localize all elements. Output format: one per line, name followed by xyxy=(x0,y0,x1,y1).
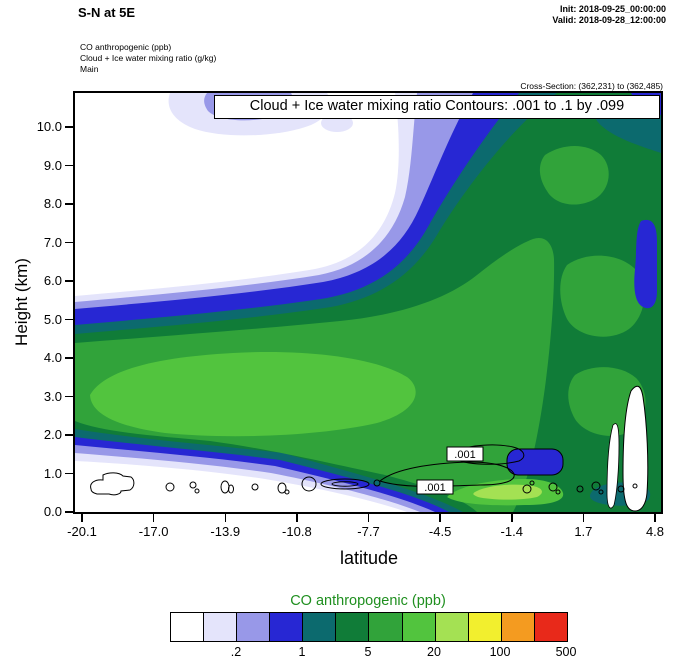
y-tick-mark xyxy=(65,318,73,321)
contour-label-2: .001 xyxy=(424,482,445,494)
colorbar-cell-9 xyxy=(435,613,469,641)
colorbar-tick-label: .2 xyxy=(230,645,242,659)
y-tick-label: 7.0 xyxy=(43,234,62,250)
x-tick-label: -1.4 xyxy=(500,524,523,539)
colorbar-tick-label: 1 xyxy=(298,645,306,659)
colorbar-cell-7 xyxy=(369,613,403,641)
field-name-co: CO anthropogenic (ppb) xyxy=(80,42,172,52)
y-tick-label: 2.0 xyxy=(43,427,62,442)
x-tick-mark xyxy=(81,514,83,522)
colorbar-tick-label: 100 xyxy=(489,645,511,659)
colorbar-cell-1 xyxy=(171,613,205,641)
colorbar xyxy=(170,612,568,642)
y-tick-label: 0.0 xyxy=(43,504,62,519)
contour-label-box-1 xyxy=(446,446,484,462)
fill-patch-blue-right-streak xyxy=(634,219,657,309)
contour-label-box-2 xyxy=(416,479,454,495)
contour-label-1: .001 xyxy=(454,449,475,461)
x-tick-label: -4.5 xyxy=(428,524,452,539)
colorbar-title: CO anthropogenic (ppb) xyxy=(290,593,446,609)
contour-info-box: Cloud + Ice water mixing ratio Contours:… xyxy=(214,95,660,119)
fill-patch-yellowgreen-bottom xyxy=(473,484,542,500)
y-tick-mark xyxy=(65,164,73,167)
x-axis-title: latitude xyxy=(339,548,399,568)
y-tick-label: 6.0 xyxy=(43,273,62,288)
x-tick-label: -10.8 xyxy=(282,524,312,539)
contour-plot: .001 .001 xyxy=(75,93,661,513)
y-tick-label: 8.0 xyxy=(43,196,62,211)
colorbar-cell-10 xyxy=(468,613,502,641)
x-tick-label: -7.7 xyxy=(357,524,380,539)
y-tick-label: 9.0 xyxy=(43,157,62,173)
colorbar-cell-4 xyxy=(270,613,304,641)
y-axis-title: Height (km) xyxy=(12,258,31,346)
init-time: Init: 2018-09-25_00:00:00 xyxy=(559,4,666,14)
y-tick-label: 10.0 xyxy=(36,119,62,134)
y-tick-mark xyxy=(65,434,73,436)
x-tick-mark xyxy=(654,514,656,522)
field-name-cloudice: Cloud + Ice water mixing ratio (g/kg) xyxy=(80,53,217,63)
x-tick-label: -20.1 xyxy=(67,524,97,539)
y-tick-mark xyxy=(65,357,73,359)
x-tick-label: -13.9 xyxy=(210,524,241,539)
x-tick-label: 4.8 xyxy=(645,524,665,539)
colorbar-cell-8 xyxy=(402,613,436,641)
y-tick-label: 1.0 xyxy=(43,465,62,481)
valid-time: Valid: 2018-09-28_12:00:00 xyxy=(552,15,666,25)
y-tick-label: 4.0 xyxy=(43,350,62,365)
y-tick-mark xyxy=(65,203,73,205)
y-tick-label: 5.0 xyxy=(43,311,62,327)
x-tick-mark xyxy=(152,514,155,522)
colorbar-tick-label: 5 xyxy=(364,645,372,659)
y-tick-mark xyxy=(65,511,73,513)
x-tick-mark xyxy=(224,514,226,522)
colorbar-cell-3 xyxy=(237,613,271,641)
field-name-domain: Main xyxy=(80,64,99,74)
colorbar-cell-6 xyxy=(336,613,370,641)
x-tick-mark xyxy=(439,514,441,522)
fill-region-level8-core xyxy=(90,352,416,437)
colorbar-tick-label: 500 xyxy=(555,645,577,659)
fill-patch-green-upper-right xyxy=(539,146,609,205)
x-tick-label: -17.0 xyxy=(138,524,169,539)
white-sliver-right xyxy=(622,385,649,512)
colorbar-cell-12 xyxy=(534,613,567,641)
y-tick-mark xyxy=(65,126,73,128)
colorbar-cell-5 xyxy=(303,613,337,641)
x-tick-mark xyxy=(367,514,370,522)
y-tick-mark xyxy=(65,395,73,398)
x-tick-mark xyxy=(296,514,298,522)
colorbar-tick-label: 20 xyxy=(427,645,441,659)
y-tick-label: 3.0 xyxy=(43,388,62,404)
fill-patch-blue-rounded-box xyxy=(506,448,564,476)
page-title: S-N at 5E xyxy=(78,5,136,20)
colorbar-cell-2 xyxy=(204,613,238,641)
cross-section-coords: Cross-Section: (362,231) to (362,485) xyxy=(520,81,663,91)
x-tick-mark xyxy=(582,514,585,522)
y-tick-mark xyxy=(65,472,73,475)
fill-patch-green-mid-right xyxy=(560,255,645,337)
plot-area: .001 .001 xyxy=(73,91,663,514)
colorbar-cell-11 xyxy=(501,613,535,641)
y-tick-mark xyxy=(65,280,73,282)
white-sliver-right-thin xyxy=(606,423,620,509)
x-tick-mark xyxy=(511,514,513,522)
x-tick-label: 1.7 xyxy=(574,524,593,539)
contour-label-boxes: .001 .001 xyxy=(416,446,484,495)
y-tick-mark xyxy=(65,241,73,244)
